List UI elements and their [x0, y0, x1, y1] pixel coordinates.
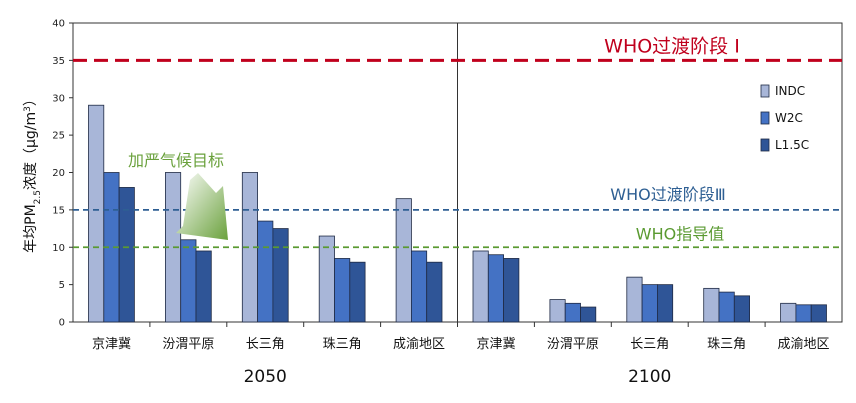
bar-w2c-2 [180, 239, 197, 323]
y-tick-label: 30 [52, 93, 65, 104]
x-category-label: 成渝地区 [393, 336, 445, 352]
x-category-label: 汾渭平原 [162, 337, 214, 352]
bar-l15c-10 [810, 304, 827, 323]
legend-label: INDC [775, 84, 805, 98]
bar-w2c-8 [641, 284, 658, 323]
y-axis-label: 年均PM2.5浓度（μg/m3） [23, 92, 43, 253]
legend-label: W2C [775, 111, 803, 125]
x-category-label: 成渝地区 [778, 336, 830, 352]
bar-indc-1 [88, 104, 105, 323]
group-label: 2050 [244, 367, 287, 387]
bar-w2c-9 [718, 291, 735, 323]
y-tick-label: 5 [59, 280, 65, 291]
bar-indc-8 [626, 276, 643, 323]
legend-swatch [760, 111, 770, 125]
y-tick-label: 25 [52, 131, 65, 142]
bar-indc-6 [472, 250, 489, 323]
y-tick-label: 20 [52, 168, 65, 179]
bar-indc-9 [703, 287, 720, 323]
bar-indc-5 [395, 198, 412, 323]
bar-indc-10 [780, 302, 797, 323]
annotation: 加严气候目标 [128, 151, 228, 240]
reference-line-label: WHO过渡阶段Ⅲ [610, 185, 725, 204]
bar-l15c-2 [195, 250, 212, 323]
y-tick-label: 0 [59, 318, 65, 329]
bar-l15c-6 [503, 258, 520, 323]
bar-l15c-3 [272, 228, 289, 323]
x-category-label: 京津冀 [476, 336, 515, 352]
bar-l15c-7 [580, 306, 597, 323]
bar-l15c-4 [349, 261, 366, 323]
bar-l15c-5 [426, 261, 443, 323]
reference-lines: WHO过渡阶段 Ⅰ WHO过渡阶段Ⅲ WHO指导值 [73, 35, 842, 249]
bar-w2c-10 [795, 304, 812, 323]
bar-l15c-8 [657, 284, 674, 323]
bar-w2c-7 [564, 302, 581, 323]
legend-label: L1.5C [775, 138, 809, 152]
annotation-arrow [176, 173, 228, 240]
bar-l15c-9 [733, 295, 750, 323]
bar-w2c-5 [410, 250, 428, 323]
x-category-label: 长三角 [630, 337, 669, 352]
x-category-label: 珠三角 [323, 337, 362, 352]
reference-line-label: WHO指导值 [636, 224, 724, 243]
legend: INDC W2C L1.5C [760, 84, 809, 152]
legend-swatch [760, 138, 770, 152]
bar-indc-7 [549, 299, 566, 323]
annotation-text: 加严气候目标 [128, 151, 224, 170]
reference-line-label: WHO过渡阶段 Ⅰ [604, 35, 740, 57]
y-tick-label: 15 [52, 205, 65, 216]
y-tick-label: 40 [52, 19, 65, 30]
y-tick-label: 35 [52, 56, 65, 67]
x-category-label: 珠三角 [707, 337, 746, 352]
group-label: 2100 [628, 367, 671, 387]
y-tick-label: 10 [52, 243, 65, 254]
axes: 0 5 10 15 20 25 30 35 40 京津冀 汾渭平原 长三角 珠三角 成渝地区 京津冀 汾渭平原… [52, 19, 829, 388]
x-category-label: 长三角 [246, 337, 285, 352]
bar-w2c-3 [257, 220, 274, 323]
bar-w2c-4 [334, 258, 351, 323]
bar-indc-4 [318, 235, 335, 323]
bar-w2c-6 [487, 254, 504, 323]
x-category-label: 汾渭平原 [547, 337, 599, 352]
x-category-label: 京津冀 [92, 336, 131, 352]
legend-swatch [760, 84, 770, 98]
bar-l15c-1 [118, 187, 135, 323]
